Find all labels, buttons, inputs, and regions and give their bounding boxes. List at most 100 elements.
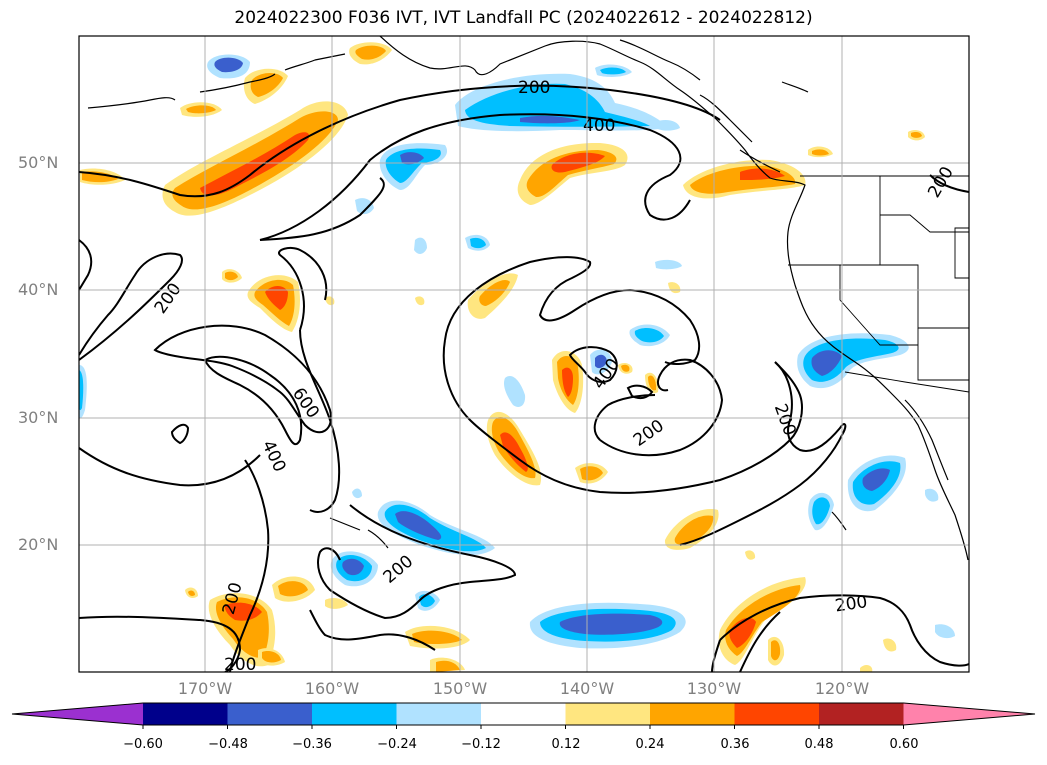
ivt-contour-200	[599, 358, 724, 457]
ivt-negative-region	[414, 237, 427, 254]
longitude-label: 150°W	[432, 679, 488, 698]
ivt-positive-region	[500, 432, 528, 472]
mexico-border	[844, 371, 969, 393]
ivt-positive-region	[771, 640, 781, 661]
colorbar-segment	[312, 703, 397, 725]
ivt-negative-region	[470, 237, 486, 249]
coastline	[87, 97, 176, 109]
ivt-positive-region	[911, 132, 922, 138]
ivt-negative-region	[600, 67, 626, 75]
ivt-contour-200	[442, 339, 803, 494]
ivt-negative-region	[465, 83, 650, 127]
ivt-contour-400	[259, 113, 691, 241]
ivt-contour-200	[317, 504, 517, 620]
colorbar-tick-label: 0.60	[889, 737, 919, 752]
ivt-negative-region	[79, 370, 84, 411]
coastline	[379, 36, 969, 561]
ivt-contour-200	[79, 239, 93, 291]
coastline	[284, 53, 346, 71]
ivt-positive-region	[668, 282, 681, 294]
coastline	[739, 149, 781, 173]
ivt-positive-region	[740, 168, 785, 180]
colorbar-tick-label: 0.12	[551, 737, 581, 752]
ivt-contour-600	[203, 355, 303, 446]
ivt-negative-region	[655, 259, 682, 270]
longitude-label: 160°W	[304, 679, 360, 698]
colorbar-outline	[11, 702, 1036, 726]
colorbar-tick-label: 0.36	[720, 737, 750, 752]
colorbar-extend-min	[12, 703, 143, 725]
ivt-negative-region	[214, 57, 243, 73]
ivt-positive-region	[355, 45, 386, 60]
border-layer	[788, 175, 969, 393]
ivt-negative-region	[634, 328, 664, 343]
ivt-contour-400	[153, 324, 332, 434]
ivt-contour-200	[444, 256, 701, 366]
ivt-contour-200	[593, 394, 656, 441]
colorbar-segment	[650, 703, 735, 725]
ivt-contour-200	[299, 329, 341, 513]
ivt-positive-region	[225, 271, 238, 281]
map-title: 2024022300 F036 IVT, IVT Landfall PC (20…	[234, 8, 813, 28]
longitude-label: 170°W	[177, 679, 233, 698]
coastline	[781, 81, 809, 93]
ivt-positive-region	[674, 515, 714, 545]
ivt-negative-region	[595, 354, 607, 369]
ivt-contour-200	[679, 361, 847, 546]
colorbar-extend-max	[903, 703, 1035, 725]
longitude-label: 140°W	[559, 679, 615, 698]
coastline	[699, 94, 753, 143]
colorbar-segment	[396, 703, 482, 725]
ivt-contour-200	[259, 177, 385, 241]
longitude-label: 120°W	[814, 679, 870, 698]
ivt-positive-region	[436, 660, 460, 672]
ivt-positive-region	[415, 296, 425, 306]
ivt-positive-region	[562, 367, 573, 397]
ivt-negative-region	[655, 120, 680, 131]
ivt-contour-200	[79, 252, 183, 361]
ivt-positive-region	[745, 550, 756, 560]
ivt-negative-region	[342, 558, 364, 576]
ivt-contour-200	[711, 639, 721, 672]
ivt-positive-region	[265, 286, 288, 310]
contour-label: 400	[583, 116, 615, 136]
ivt-negative-region	[352, 488, 362, 499]
ivt-contour-200	[929, 174, 969, 193]
ivt-negative-region	[503, 375, 526, 407]
ivt-negative-region	[812, 497, 830, 525]
ivt-contour-200	[719, 594, 969, 667]
map-frame	[78, 35, 970, 673]
contour-label: 200	[834, 592, 869, 616]
coastline-layer	[87, 36, 969, 561]
colorbar-segment	[227, 703, 313, 725]
colorbar-tick-label: −0.12	[461, 737, 501, 752]
ivt-negative-region	[925, 488, 939, 502]
colorbar-segment	[734, 703, 820, 725]
ivt-positive-region	[278, 581, 308, 597]
colorbar-tick-label: 0.48	[804, 737, 834, 752]
state-border	[954, 227, 969, 279]
colorbar-tick-label: −0.60	[123, 737, 163, 752]
ivt-negative-region	[400, 152, 424, 165]
ivt-contour-200	[79, 447, 261, 487]
ivt-positive-region	[325, 597, 348, 609]
ivt-positive-region	[621, 364, 630, 372]
ivt-positive-region	[186, 105, 216, 114]
ivt-contour-400	[568, 346, 618, 383]
ivt-positive-region	[580, 466, 603, 481]
colorbar-segment	[819, 703, 904, 725]
contour-label: 200	[151, 280, 186, 318]
colorbar-segment	[565, 703, 651, 725]
contour-label: 200	[924, 163, 958, 201]
colorbar-tick-label: −0.24	[377, 737, 417, 752]
ivt-contour-200	[626, 384, 654, 400]
coastline	[367, 529, 389, 549]
map-area: 200 400 200 200 200 600 400 200 400 200 …	[79, 36, 969, 672]
ivt-negative-region	[862, 468, 890, 491]
colorbar-tick-label: −0.36	[292, 737, 332, 752]
ivt-negative-region	[355, 198, 374, 215]
latitude-label: 50°N	[18, 153, 59, 172]
ivt-positive-region	[262, 650, 281, 663]
ivt-negative-region	[520, 115, 580, 124]
coastline	[831, 511, 847, 531]
